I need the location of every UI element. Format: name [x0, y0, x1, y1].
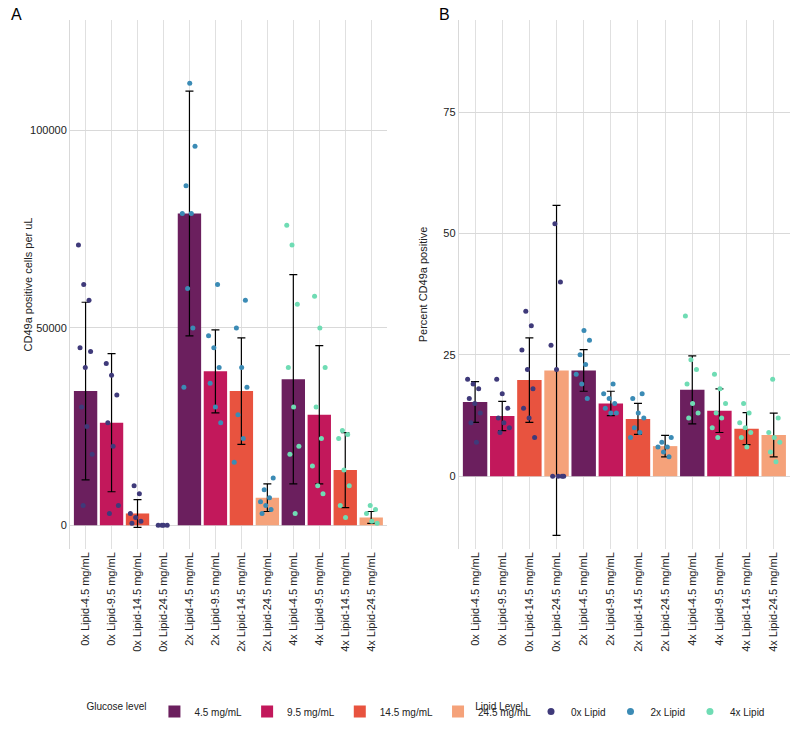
svg-text:2x Lipid-14.5 mg/mL: 2x Lipid-14.5 mg/mL	[235, 552, 247, 652]
svg-text:2x Lipid-24.5 mg/mL: 2x Lipid-24.5 mg/mL	[659, 552, 671, 652]
svg-text:4x Lipid: 4x Lipid	[730, 707, 764, 718]
svg-text:Percent CD49a positive: Percent CD49a positive	[417, 227, 429, 343]
svg-text:4x Lipid-24.5 mg/mL: 4x Lipid-24.5 mg/mL	[767, 552, 779, 652]
svg-text:0x Lipid-9.5 mg/mL: 0x Lipid-9.5 mg/mL	[496, 552, 508, 646]
svg-text:4x Lipid-9.5 mg/mL: 4x Lipid-9.5 mg/mL	[313, 552, 325, 646]
svg-text:2x Lipid: 2x Lipid	[650, 707, 684, 718]
svg-text:2x Lipid-9.5 mg/mL: 2x Lipid-9.5 mg/mL	[209, 552, 221, 646]
svg-text:50000: 50000	[36, 322, 67, 334]
svg-text:0x Lipid-24.5 mg/mL: 0x Lipid-24.5 mg/mL	[550, 552, 562, 652]
svg-text:2x Lipid-9.5 mg/mL: 2x Lipid-9.5 mg/mL	[604, 552, 616, 646]
svg-text:4x Lipid-4.5 mg/mL: 4x Lipid-4.5 mg/mL	[686, 552, 698, 646]
svg-text:9.5 mg/mL: 9.5 mg/mL	[287, 707, 335, 718]
svg-text:0x Lipid-14.5 mg/mL: 0x Lipid-14.5 mg/mL	[523, 552, 535, 652]
svg-text:50: 50	[443, 227, 455, 239]
svg-text:4.5 mg/mL: 4.5 mg/mL	[194, 707, 242, 718]
svg-text:0x Lipid-14.5 mg/mL: 0x Lipid-14.5 mg/mL	[131, 552, 143, 652]
svg-text:4x Lipid-14.5 mg/mL: 4x Lipid-14.5 mg/mL	[740, 552, 752, 652]
svg-text:0: 0	[61, 519, 67, 531]
svg-text:0: 0	[449, 470, 455, 482]
svg-text:100000: 100000	[30, 124, 67, 136]
svg-text:75: 75	[443, 106, 455, 118]
svg-text:2x Lipid-24.5 mg/mL: 2x Lipid-24.5 mg/mL	[261, 552, 273, 652]
svg-text:0x Lipid-4.5 mg/mL: 0x Lipid-4.5 mg/mL	[79, 552, 91, 646]
svg-text:14.5 mg/mL: 14.5 mg/mL	[380, 707, 433, 718]
svg-text:2x Lipid-14.5 mg/mL: 2x Lipid-14.5 mg/mL	[632, 552, 644, 652]
svg-text:4x Lipid-24.5 mg/mL: 4x Lipid-24.5 mg/mL	[365, 552, 377, 652]
svg-text:0x Lipid-4.5 mg/mL: 0x Lipid-4.5 mg/mL	[469, 552, 481, 646]
svg-text:0x Lipid-9.5 mg/mL: 0x Lipid-9.5 mg/mL	[105, 552, 117, 646]
svg-text:2x Lipid-4.5 mg/mL: 2x Lipid-4.5 mg/mL	[577, 552, 589, 646]
svg-text:0x Lipid-24.5 mg/mL: 0x Lipid-24.5 mg/mL	[157, 552, 169, 652]
svg-text:Glucose level: Glucose level	[86, 701, 146, 712]
svg-text:2x Lipid-4.5 mg/mL: 2x Lipid-4.5 mg/mL	[183, 552, 195, 646]
svg-text:B: B	[439, 6, 450, 23]
svg-text:25: 25	[443, 349, 455, 361]
svg-text:Lipid Level: Lipid Level	[475, 701, 523, 712]
svg-text:A: A	[11, 6, 22, 23]
svg-text:4x Lipid-9.5 mg/mL: 4x Lipid-9.5 mg/mL	[713, 552, 725, 646]
svg-text:4x Lipid-4.5 mg/mL: 4x Lipid-4.5 mg/mL	[287, 552, 299, 646]
svg-text:CD49a positive cells per uL: CD49a positive cells per uL	[22, 218, 34, 352]
svg-text:4x Lipid-14.5 mg/mL: 4x Lipid-14.5 mg/mL	[339, 552, 351, 652]
svg-text:0x Lipid: 0x Lipid	[571, 707, 605, 718]
